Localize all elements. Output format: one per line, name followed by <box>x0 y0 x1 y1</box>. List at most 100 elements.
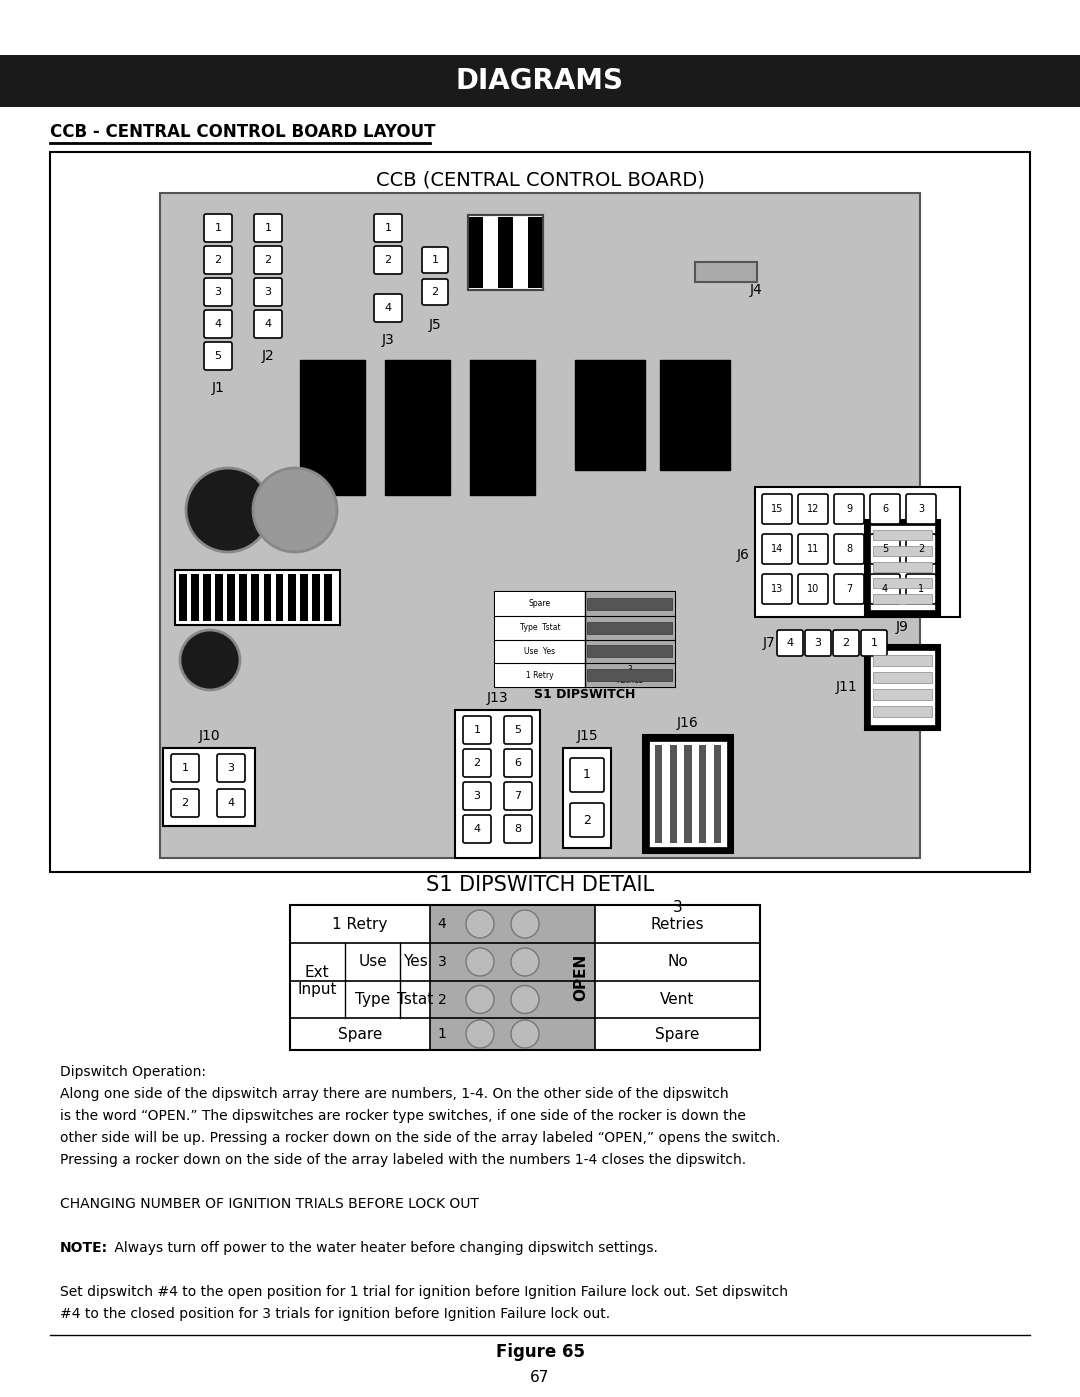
Bar <box>495 592 585 687</box>
Text: 3: 3 <box>918 504 924 514</box>
Bar <box>163 747 255 826</box>
FancyBboxPatch shape <box>204 310 232 338</box>
Bar <box>312 574 320 622</box>
Text: 5: 5 <box>882 543 888 555</box>
Bar <box>175 570 340 624</box>
Text: 1 Retry: 1 Retry <box>526 671 554 679</box>
Text: CCB - CENTRAL CONTROL BOARD LAYOUT: CCB - CENTRAL CONTROL BOARD LAYOUT <box>50 123 435 141</box>
Text: 4: 4 <box>882 584 888 594</box>
Text: 8: 8 <box>514 824 522 834</box>
Text: 1: 1 <box>437 1027 446 1041</box>
FancyBboxPatch shape <box>762 534 792 564</box>
Text: 2: 2 <box>583 813 591 827</box>
FancyBboxPatch shape <box>870 574 900 604</box>
Bar <box>588 598 672 610</box>
Bar <box>384 360 450 495</box>
FancyBboxPatch shape <box>217 789 245 817</box>
Bar <box>430 905 595 1051</box>
Text: 9: 9 <box>846 504 852 514</box>
Bar <box>264 574 271 622</box>
Bar <box>528 217 543 288</box>
Bar <box>873 594 932 604</box>
FancyBboxPatch shape <box>906 534 936 564</box>
Text: Spare: Spare <box>656 1027 700 1042</box>
Bar <box>575 360 645 469</box>
FancyBboxPatch shape <box>374 246 402 274</box>
Bar <box>513 217 528 288</box>
Bar <box>468 215 543 291</box>
Bar <box>873 672 932 683</box>
FancyBboxPatch shape <box>422 247 448 272</box>
Text: Dipswitch Operation:: Dipswitch Operation: <box>60 1065 206 1078</box>
Bar <box>714 745 721 842</box>
Text: Along one side of the dipswitch array there are numbers, 1-4. On the other side : Along one side of the dipswitch array th… <box>60 1087 729 1101</box>
Text: DIAGRAMS: DIAGRAMS <box>456 67 624 95</box>
FancyBboxPatch shape <box>861 630 887 657</box>
FancyBboxPatch shape <box>374 293 402 321</box>
FancyBboxPatch shape <box>254 246 282 274</box>
FancyBboxPatch shape <box>777 630 804 657</box>
Text: J11: J11 <box>835 680 858 694</box>
Bar <box>865 520 940 615</box>
FancyBboxPatch shape <box>833 630 859 657</box>
FancyBboxPatch shape <box>171 789 199 817</box>
Bar <box>588 622 672 634</box>
Text: 3: 3 <box>265 286 271 298</box>
Bar <box>870 525 935 610</box>
Bar <box>699 745 706 842</box>
Bar <box>660 360 730 469</box>
Text: 3: 3 <box>437 956 446 970</box>
FancyBboxPatch shape <box>254 214 282 242</box>
FancyBboxPatch shape <box>374 214 402 242</box>
Bar <box>685 745 691 842</box>
Text: J15: J15 <box>577 729 598 743</box>
Text: 8: 8 <box>846 543 852 555</box>
FancyBboxPatch shape <box>798 495 828 524</box>
Text: 14: 14 <box>771 543 783 555</box>
Text: 4: 4 <box>437 916 446 930</box>
Text: 5: 5 <box>514 725 522 735</box>
Bar <box>291 905 760 1051</box>
Text: S1 DIPSWITCH DETAIL: S1 DIPSWITCH DETAIL <box>426 875 654 895</box>
Bar <box>455 710 540 858</box>
Text: 1: 1 <box>181 763 189 773</box>
Circle shape <box>511 949 539 977</box>
Bar <box>873 546 932 556</box>
Text: CCB (CENTRAL CONTROL BOARD): CCB (CENTRAL CONTROL BOARD) <box>376 170 704 189</box>
Text: Use  Yes: Use Yes <box>525 647 555 655</box>
Bar <box>240 574 247 622</box>
Text: J1: J1 <box>212 381 225 395</box>
Text: 10: 10 <box>807 584 819 594</box>
Text: J10: J10 <box>199 729 220 743</box>
FancyBboxPatch shape <box>504 717 532 745</box>
Circle shape <box>186 468 270 552</box>
Text: 4: 4 <box>786 638 794 648</box>
FancyBboxPatch shape <box>570 759 604 792</box>
Text: Vent: Vent <box>660 992 694 1007</box>
Circle shape <box>465 949 494 977</box>
Text: 3: 3 <box>473 791 481 800</box>
FancyBboxPatch shape <box>906 574 936 604</box>
Circle shape <box>465 985 494 1013</box>
Text: NOTE:: NOTE: <box>60 1241 108 1255</box>
Text: Always turn off power to the water heater before changing dipswitch settings.: Always turn off power to the water heate… <box>110 1241 658 1255</box>
FancyBboxPatch shape <box>805 630 831 657</box>
Bar <box>191 574 199 622</box>
Text: other side will be up. Pressing a rocker down on the side of the array labeled “: other side will be up. Pressing a rocker… <box>60 1132 781 1146</box>
FancyBboxPatch shape <box>834 534 864 564</box>
Bar <box>873 578 932 588</box>
Circle shape <box>511 1020 539 1048</box>
Text: Set dipswitch #4 to the open position for 1 trial for ignition before Ignition F: Set dipswitch #4 to the open position fo… <box>60 1285 788 1299</box>
FancyBboxPatch shape <box>204 342 232 370</box>
Text: 4: 4 <box>384 303 392 313</box>
Bar <box>873 529 932 541</box>
Text: 2: 2 <box>473 759 481 768</box>
Text: J16: J16 <box>677 717 699 731</box>
FancyBboxPatch shape <box>171 754 199 782</box>
Bar <box>252 574 259 622</box>
Bar <box>470 360 535 495</box>
Bar <box>643 735 733 854</box>
Text: 15: 15 <box>771 504 783 514</box>
Text: 4: 4 <box>265 319 271 330</box>
Text: 3
Retries: 3 Retries <box>650 900 704 932</box>
